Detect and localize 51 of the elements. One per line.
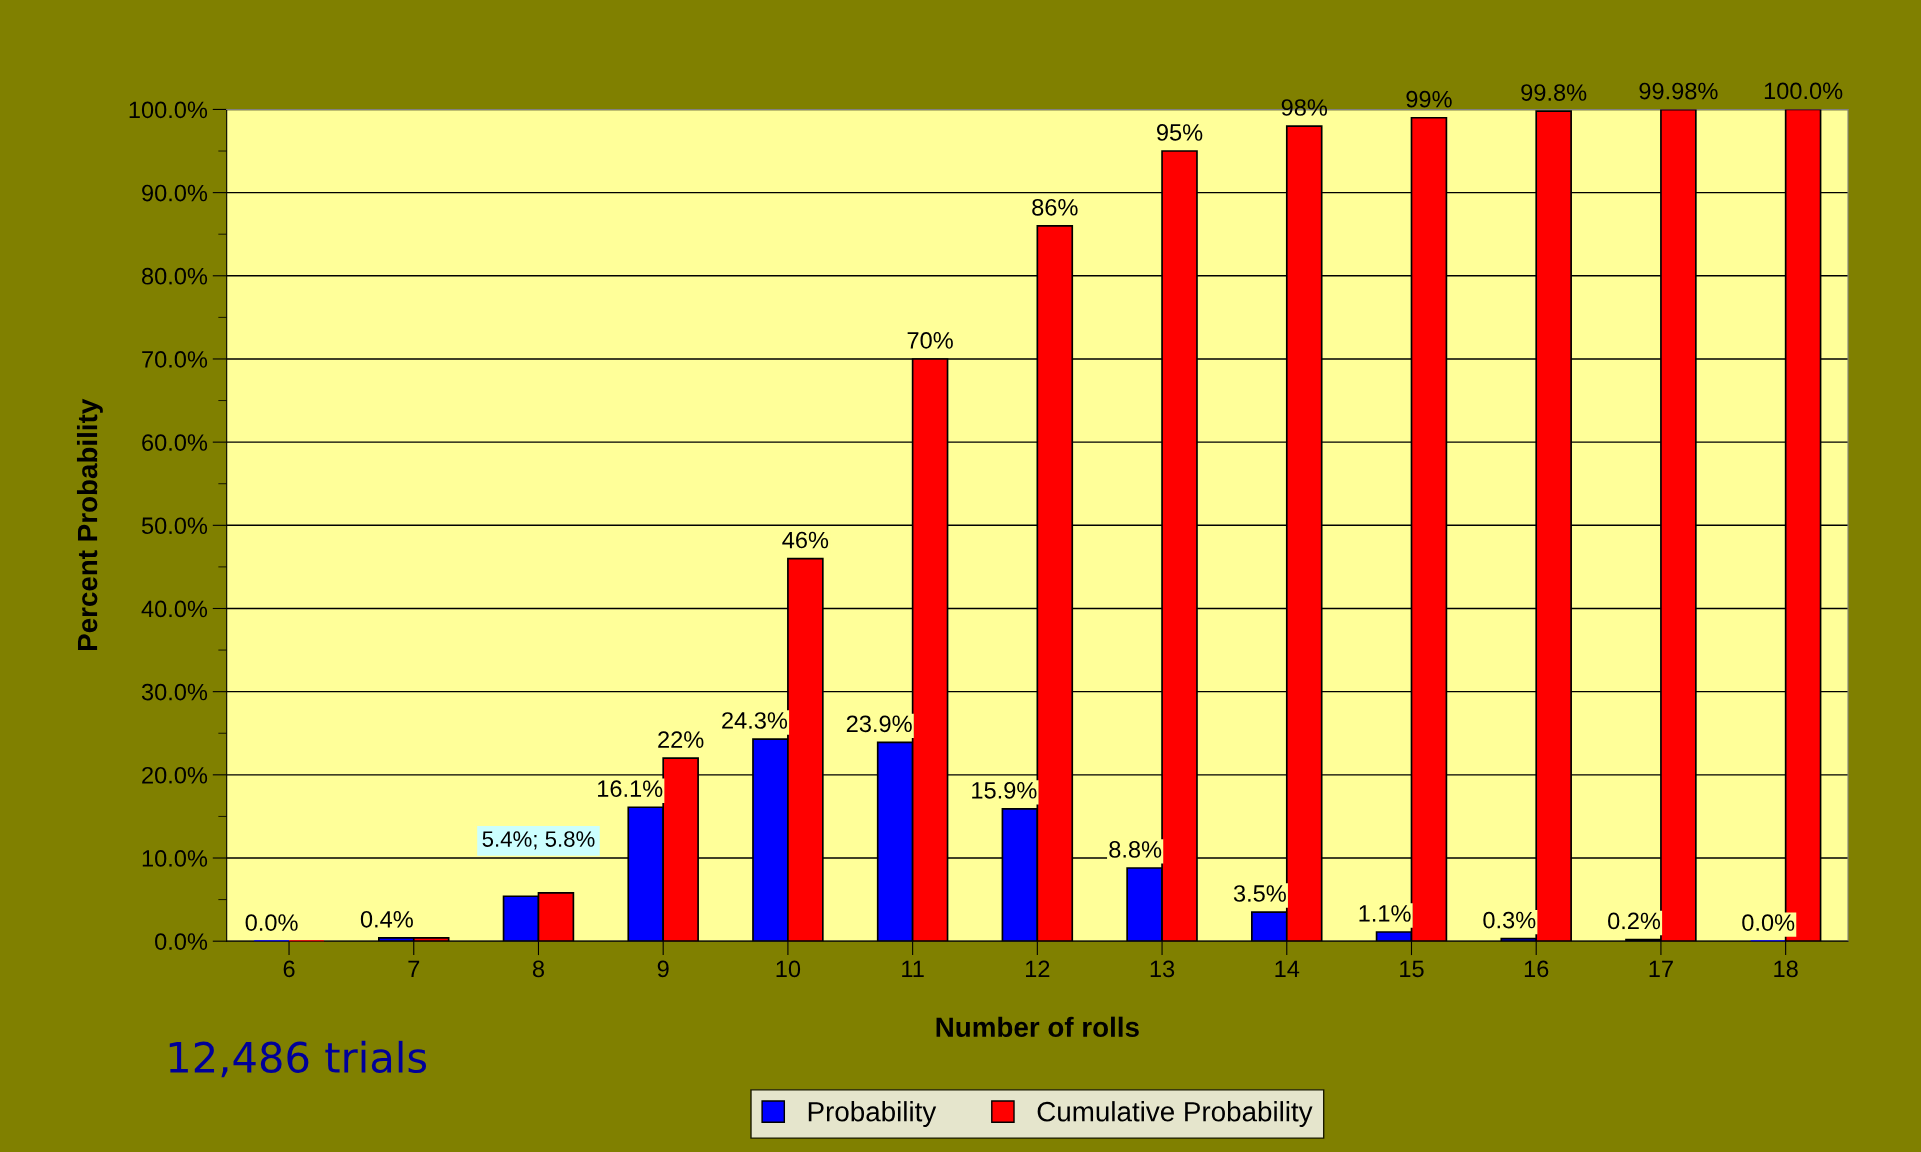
y-tick-label: 0.0% <box>155 933 208 950</box>
data-label: 0.3% <box>1483 911 1536 929</box>
data-label: 24.3% <box>722 712 788 729</box>
y-tick-label: 70.0% <box>142 351 208 368</box>
data-label: 99.8% <box>1521 84 1587 101</box>
y-tick-label: 100.0% <box>129 101 208 119</box>
x-tick-label: 11 <box>902 960 924 978</box>
x-tick-label: 13 <box>1150 960 1175 978</box>
x-tick-label: 6 <box>283 960 295 978</box>
data-label: 23.9% <box>846 715 912 733</box>
legend-label: Cumulative Probability <box>1037 1101 1313 1127</box>
y-tick-label: 30.0% <box>141 683 208 701</box>
data-label: 95% <box>1157 124 1203 141</box>
data-label: 1.1% <box>1359 905 1411 922</box>
data-label: 86% <box>1032 198 1078 216</box>
x-tick-label: 14 <box>1275 960 1300 978</box>
data-label: 46% <box>782 531 829 549</box>
text: 12,486 trials <box>169 1040 427 1078</box>
y-tick-label: 50.0% <box>141 517 208 535</box>
x-axis-title: Number of rolls <box>936 1016 1139 1038</box>
y-axis-title: Percent Probability <box>76 398 103 651</box>
data-label: 15.9% <box>972 781 1037 799</box>
data-label: 99% <box>1406 90 1452 108</box>
data-label: 3.5% <box>1233 885 1286 902</box>
data-label: 22% <box>658 731 704 748</box>
x-tick-label: 7 <box>408 960 420 978</box>
data-label: 0.0% <box>1742 914 1795 931</box>
data-label: 16.1% <box>598 780 663 798</box>
x-tick-label: 15 <box>1400 960 1424 978</box>
x-tick-label: 16 <box>1524 960 1549 978</box>
y-tick-label: 40.0% <box>141 600 208 618</box>
y-tick-label: 10.0% <box>142 850 208 867</box>
data-label: 8.8% <box>1109 841 1162 858</box>
y-tick-label: 20.0% <box>142 766 208 784</box>
x-tick-label: 17 <box>1649 960 1673 978</box>
annotation: 5.4%; 5.8% <box>482 831 595 850</box>
y-tick-label: 60.0% <box>142 434 208 451</box>
y-tick-label: 90.0% <box>142 184 208 202</box>
data-label: 0.4% <box>360 910 413 928</box>
y-tick-label: 80.0% <box>142 267 208 285</box>
x-tick-label: 10 <box>776 960 801 978</box>
x-tick-label: 8 <box>532 960 545 978</box>
legend-label: Probability <box>808 1101 937 1127</box>
data-label: 99.98% <box>1639 82 1718 100</box>
x-tick-label: 12 <box>1026 960 1050 978</box>
data-label: 100.0% <box>1764 82 1843 100</box>
data-label: 70% <box>907 332 953 349</box>
data-label: 0.2% <box>1608 912 1661 930</box>
x-tick-label: 18 <box>1774 960 1798 978</box>
data-label: 0.0% <box>245 914 298 931</box>
x-tick-label: 9 <box>657 960 669 978</box>
